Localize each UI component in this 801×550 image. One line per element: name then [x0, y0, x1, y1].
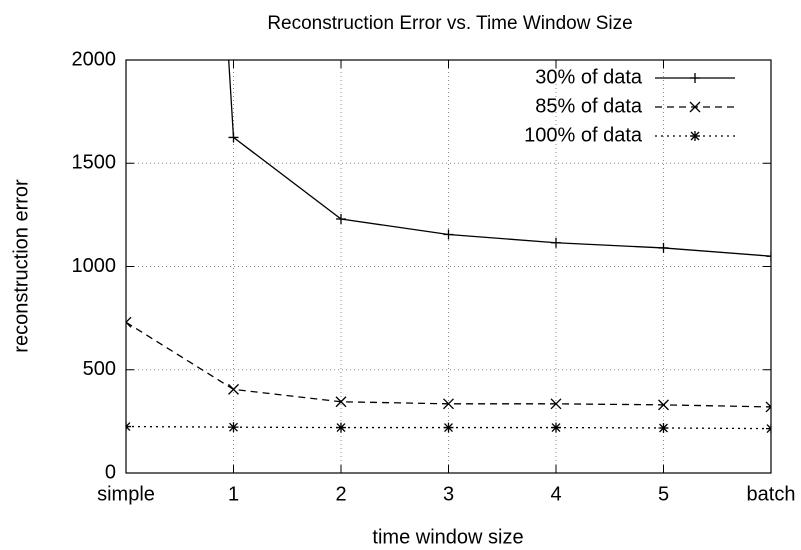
marker [336, 214, 346, 225]
marker [690, 73, 700, 83]
x-tick-label: 5 [658, 483, 669, 505]
marker [228, 132, 239, 143]
chart-title: Reconstruction Error vs. Time Window Siz… [267, 13, 632, 34]
marker [228, 383, 239, 395]
marker [336, 422, 346, 433]
grid [126, 59, 771, 474]
marker [551, 237, 561, 248]
legend: 30% of data 85% of data 100% of data [524, 66, 735, 146]
y-tick-label: 0 [105, 461, 116, 483]
marker [126, 316, 132, 328]
marker [443, 229, 454, 240]
x-tick-label: 3 [443, 483, 454, 505]
y-tick-label: 500 [83, 358, 116, 380]
marker [658, 242, 669, 253]
marker [335, 396, 347, 408]
x-tick-label: 2 [335, 483, 346, 505]
plot-area [126, 60, 771, 434]
x-tick-label: batch [747, 483, 796, 505]
marker [658, 422, 669, 433]
legend-label: 85% of data [535, 95, 643, 117]
marker [766, 251, 771, 262]
marker [658, 399, 669, 411]
marker [690, 131, 700, 141]
x-tick-label: 4 [550, 483, 561, 505]
x-tick-label: 1 [228, 483, 239, 505]
marker [228, 422, 239, 433]
marker [443, 422, 454, 433]
marker [689, 101, 701, 113]
marker [551, 422, 561, 433]
marker [550, 398, 562, 410]
x-axis-label: time window size [372, 526, 523, 548]
marker [443, 398, 454, 410]
y-axis-label: reconstruction error [10, 179, 32, 353]
legend-label: 100% of data [524, 124, 643, 146]
x-tick-label: simple [97, 483, 155, 505]
legend-label: 30% of data [535, 66, 643, 88]
marker [765, 401, 771, 413]
y-tick-label: 1000 [72, 255, 117, 277]
y-tick-label: 1500 [72, 152, 117, 174]
y-tick-label: 2000 [72, 48, 117, 70]
